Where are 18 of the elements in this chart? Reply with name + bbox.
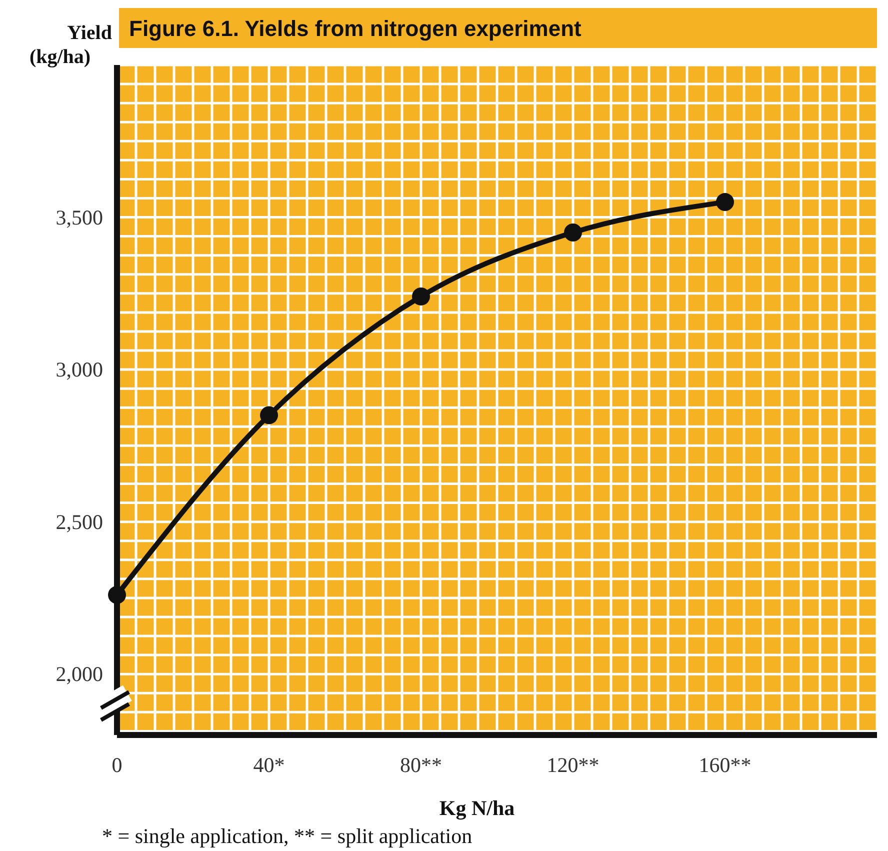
y-tick-label: 2,000 [56, 662, 103, 686]
point [716, 193, 734, 212]
point [260, 406, 278, 424]
point [412, 287, 430, 306]
x-axis-title: Kg N/ha [439, 796, 516, 820]
point [108, 586, 126, 604]
text: * = single application, ** = split application [102, 824, 473, 848]
point [564, 224, 582, 242]
x-tick-label: 0 [112, 753, 122, 777]
y-tick-label: 3,500 [56, 205, 103, 230]
y-tick-label: 3,000 [56, 358, 103, 382]
x-tick-label: 80** [400, 753, 442, 777]
chart-title: Figure 6.1. Yields from nitrogen experiment [129, 16, 582, 41]
x-tick-label: 120** [546, 753, 600, 777]
y-tick-label: 2,500 [56, 510, 103, 534]
y-axis-title: Yield (kg/ha) [29, 22, 112, 68]
x-tick-label: 160** [698, 753, 752, 777]
x-tick-label: 40* [253, 753, 285, 777]
